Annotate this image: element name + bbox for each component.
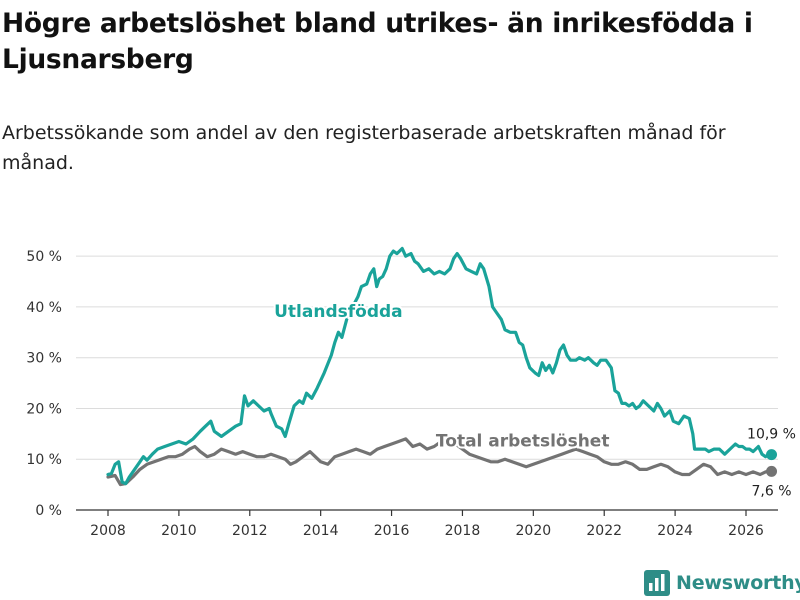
x-tick-label: 2018 [445,523,481,539]
y-tick-label: 30 % [26,351,62,367]
end-marker-total [766,465,778,477]
chart-subtitle: Arbetssökande som andel av den registerb… [2,122,726,174]
x-tick-label: 2008 [90,523,126,539]
end-value-label-total: 7,6 % [752,483,792,499]
series-line-total [106,437,774,487]
axes: 0 % 10 % 20 % 30 % 40 % 50 % 2008 2010 2012 2014 2… [26,249,778,539]
series [106,246,778,487]
y-tick-label: 40 % [26,300,62,316]
gridlines [76,255,778,460]
y-tick-label: 0 % [35,503,62,519]
series-label-total: Total arbetslöshet [436,432,610,452]
end-marker-foreign [766,449,778,461]
x-tick-label: 2016 [374,523,410,539]
x-tick-label: 2024 [657,523,693,539]
x-tick-label: 2012 [232,523,268,539]
x-tick-label: 2010 [161,523,197,539]
series-label-foreign: Utlandsfödda [274,302,403,322]
x-tick-label: 2022 [586,523,622,539]
chart-title: Högre arbetslöshet bland utrikes- än inr… [2,8,753,75]
end-value-label-foreign: 10,9 % [747,427,796,443]
y-tick-label: 20 % [26,401,62,417]
labels: Utlandsfödda Total arbetslöshet 10,9 % 7,6 … [272,300,796,499]
x-tick-label: 2014 [303,523,339,539]
bar-chart-logo-icon [644,570,670,596]
y-tick-label: 10 % [26,452,62,468]
brand-logo: Newsworthy [644,568,800,598]
y-tick-label: 50 % [26,249,62,265]
brand-name: Newsworthy [676,572,800,594]
x-tick-label: 2026 [728,523,764,539]
x-tick-label: 2020 [516,523,552,539]
series-line-foreign [106,246,774,486]
